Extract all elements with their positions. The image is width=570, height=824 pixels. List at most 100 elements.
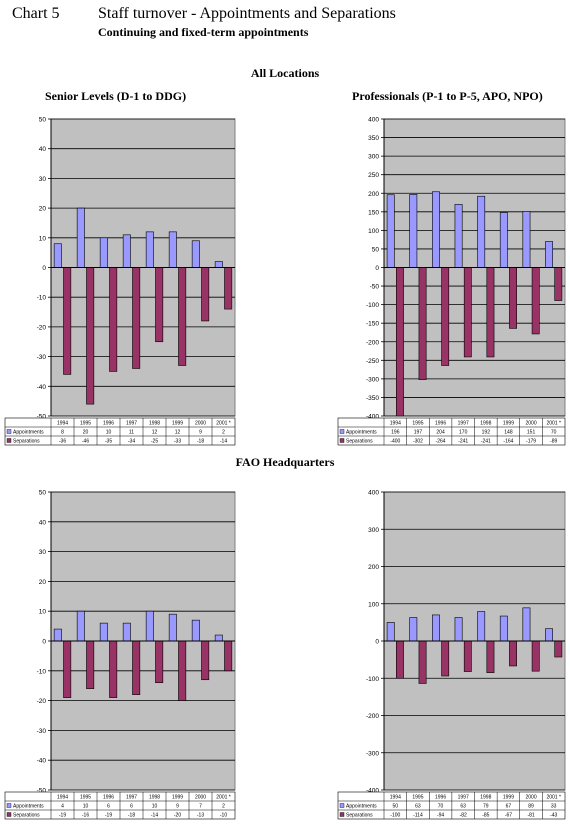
data-label-3-1-0: -100 <box>390 813 400 819</box>
data-label-0-0-0: 8 <box>61 430 64 436</box>
data-label-2-1-5: -20 <box>174 813 181 819</box>
y-tick-label-1-1: 350 <box>368 135 379 142</box>
y-tick-label-0-0: 50 <box>39 117 47 124</box>
y-tick-label-3-2: 200 <box>368 564 379 571</box>
bar-3-separations-5 <box>509 640 517 667</box>
y-tick-label-1-3: 250 <box>368 172 379 179</box>
data-label-0-1-5: -33 <box>174 439 181 445</box>
y-tick-label-3-7: -300 <box>366 750 379 757</box>
data-label-1-0-2: 204 <box>436 430 445 436</box>
x-tick-label-1-5: 1999 <box>503 421 514 427</box>
x-tick-label-1-2: 1996 <box>435 421 446 427</box>
data-label-0-0-7: 2 <box>222 430 225 436</box>
section-title-all-locations: All Locations <box>250 66 320 80</box>
y-tick-label-1-4: 200 <box>368 191 379 198</box>
bar-3-separations-4 <box>486 640 495 673</box>
x-tick-label-1-3: 1997 <box>458 421 469 427</box>
data-label-2-1-2: -19 <box>105 813 112 819</box>
legend-swatch-3-1 <box>339 812 345 817</box>
bar-1-separations-2 <box>441 267 450 366</box>
data-label-0-1-3: -34 <box>128 439 135 445</box>
data-label-1-1-4: -241 <box>481 439 491 445</box>
legend-label-1-0: Appointments <box>346 430 377 436</box>
bar-0-appointments-2 <box>99 237 108 268</box>
bar-1-separations-6 <box>531 267 540 335</box>
data-label-2-1-3: -18 <box>128 813 135 819</box>
y-tick-label-2-9: -40 <box>37 758 47 765</box>
legend-swatch-1-1 <box>339 438 345 443</box>
bar-3-separations-1 <box>418 640 427 684</box>
bar-3-appointments-3 <box>454 617 463 642</box>
data-label-2-1-0: -19 <box>59 813 66 819</box>
x-tick-label-0-1: 1995 <box>80 421 91 427</box>
data-label-0-0-4: 12 <box>152 430 158 436</box>
data-label-1-0-5: 148 <box>504 430 513 436</box>
x-tick-label-1-7: 2001 * <box>546 421 561 427</box>
bar-3-appointments-5 <box>499 615 508 642</box>
y-tick-label-0-8: -30 <box>37 354 47 361</box>
bar-3-separations-3 <box>463 640 472 672</box>
x-tick-label-0-2: 1996 <box>103 421 114 427</box>
x-tick-label-2-0: 1994 <box>57 795 68 801</box>
y-tick-label-2-10: -50 <box>37 788 47 795</box>
page-subtitle: Continuing and fixed-term appointments <box>98 25 309 39</box>
bar-3-appointments-1 <box>409 617 418 642</box>
bar-1-separations-4 <box>486 267 495 358</box>
bar-0-appointments-3 <box>122 234 131 268</box>
data-label-2-1-7: -10 <box>220 813 227 819</box>
bar-2-separations-6 <box>201 640 210 681</box>
bar-2-appointments-5 <box>168 613 177 642</box>
data-label-1-1-1: -302 <box>413 439 423 445</box>
data-label-0-1-6: -18 <box>197 439 204 445</box>
bar-2-separations-4 <box>155 640 164 684</box>
bar-0-separations-1 <box>86 267 95 405</box>
data-label-1-0-0: 196 <box>391 430 400 436</box>
y-tick-label-2-5: 0 <box>42 639 46 646</box>
data-label-2-0-2: 6 <box>107 804 110 810</box>
data-label-3-0-0: 50 <box>393 804 399 810</box>
x-tick-label-1-4: 1998 <box>480 421 491 427</box>
data-label-2-0-3: 6 <box>130 804 133 810</box>
legend-label-1-1: Separations <box>346 439 373 445</box>
bar-0-separations-4 <box>155 267 164 343</box>
data-label-2-0-0: 4 <box>61 804 64 810</box>
chart-number: Chart 5 <box>12 5 60 22</box>
data-label-2-1-6: -13 <box>197 813 204 819</box>
bar-2-separations-1 <box>86 640 95 689</box>
y-tick-label-1-8: 0 <box>375 265 379 272</box>
bar-3-appointments-6 <box>522 607 531 642</box>
y-tick-label-1-13: -250 <box>366 358 379 365</box>
data-label-2-1-4: -14 <box>151 813 158 819</box>
data-label-1-1-6: -179 <box>526 439 536 445</box>
data-label-0-0-2: 10 <box>106 430 112 436</box>
bar-0-separations-2 <box>109 267 118 372</box>
y-tick-label-1-2: 300 <box>368 154 379 161</box>
data-label-2-0-6: 7 <box>199 804 202 810</box>
data-label-1-0-3: 170 <box>459 430 468 436</box>
bar-1-appointments-2 <box>432 191 440 268</box>
panel-title-senior: Senior Levels (D-1 to DDG) <box>45 89 187 103</box>
bar-2-separations-3 <box>132 640 141 695</box>
y-tick-label-2-7: -20 <box>37 698 47 705</box>
legend-label-2-1: Separations <box>13 813 40 819</box>
bar-1-appointments-0 <box>386 194 395 268</box>
bar-1-separations-7 <box>554 267 563 301</box>
bar-0-appointments-4 <box>145 231 154 268</box>
bar-2-appointments-0 <box>53 628 62 642</box>
y-tick-label-1-5: 150 <box>368 209 379 216</box>
data-label-3-1-4: -85 <box>482 813 489 819</box>
legend-swatch-2-1 <box>6 812 12 817</box>
legend-swatch-0-0 <box>6 429 12 434</box>
data-label-1-0-6: 151 <box>527 430 536 436</box>
bar-2-appointments-2 <box>99 622 108 642</box>
x-tick-label-3-1: 1995 <box>412 795 423 801</box>
legend-label-3-0: Appointments <box>346 804 377 810</box>
legend-swatch-0-1 <box>6 438 12 443</box>
data-label-1-1-7: -89 <box>550 439 557 445</box>
data-label-3-0-6: 89 <box>528 804 534 810</box>
bar-3-separations-0 <box>396 640 404 679</box>
data-table-3 <box>337 791 566 820</box>
x-tick-label-3-7: 2001 * <box>546 795 561 801</box>
y-tick-label-3-4: 0 <box>375 639 379 646</box>
legend-label-0-1: Separations <box>13 439 40 445</box>
